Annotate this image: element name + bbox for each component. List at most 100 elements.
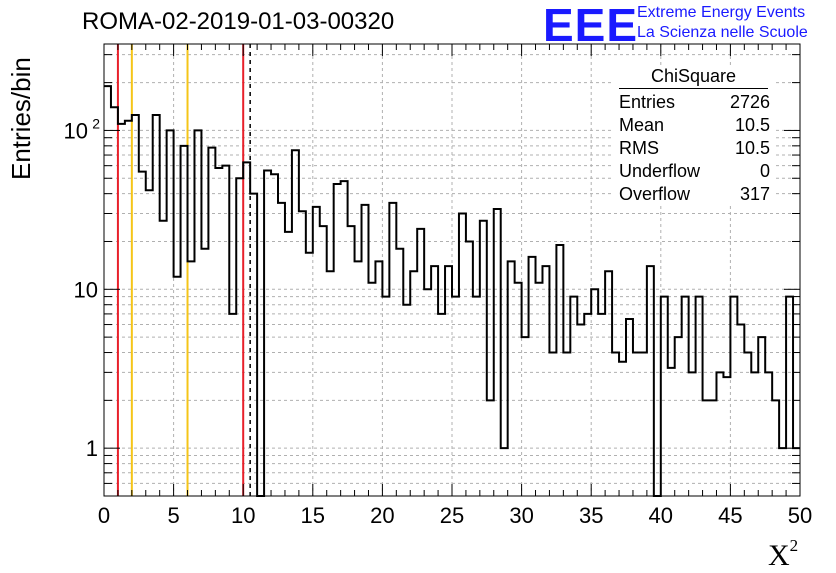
histogram-bin bbox=[104, 86, 111, 496]
stats-label: Entries bbox=[619, 92, 676, 112]
stats-value: 0 bbox=[759, 161, 770, 181]
histogram-bin bbox=[556, 245, 563, 496]
y-axis-label: Entries/bin bbox=[6, 57, 36, 180]
histogram-bin bbox=[570, 297, 577, 496]
histogram-bin bbox=[278, 203, 285, 496]
y-tick-label: 10 bbox=[74, 277, 98, 302]
stats-value: 317 bbox=[739, 184, 770, 204]
x-tick-label: 10 bbox=[231, 503, 255, 528]
logo-text-line1: Extreme Energy Events bbox=[637, 4, 806, 21]
histogram-bin bbox=[341, 181, 348, 496]
histogram-bin bbox=[194, 130, 201, 496]
stats-row-underflow: Underflow 0 bbox=[611, 160, 776, 183]
x-axis-label-exponent: 2 bbox=[789, 536, 799, 555]
histogram-bin bbox=[452, 297, 459, 496]
histogram-bin bbox=[292, 150, 299, 496]
histogram-bin bbox=[710, 400, 717, 496]
histogram-bin bbox=[716, 372, 723, 496]
histogram-bin bbox=[139, 172, 146, 496]
stats-row-entries: Entries 2726 bbox=[611, 91, 776, 114]
histogram-bin bbox=[723, 377, 730, 496]
histogram-bin bbox=[522, 337, 529, 496]
histogram-bin bbox=[612, 353, 619, 496]
histogram-bin bbox=[181, 146, 188, 496]
histogram-bin bbox=[111, 107, 118, 496]
histogram-bin bbox=[577, 325, 584, 496]
histogram-bin bbox=[633, 353, 640, 496]
histogram-bin bbox=[236, 178, 243, 496]
stats-value: 10.5 bbox=[734, 115, 770, 135]
x-tick-label: 5 bbox=[167, 503, 179, 528]
histogram-bin bbox=[682, 297, 689, 496]
y-tick-label: 10 bbox=[64, 118, 88, 143]
chart-title: ROMA-02-2019-01-03-00320 bbox=[82, 8, 395, 35]
histogram-bin bbox=[396, 249, 403, 496]
histogram-bin bbox=[786, 297, 793, 496]
logo-text-line2: La Scienza nelle Scuole bbox=[637, 24, 808, 41]
histogram-bin bbox=[668, 368, 675, 496]
stats-row-rms: RMS 10.5 bbox=[611, 137, 776, 160]
stats-label: Mean bbox=[619, 115, 665, 135]
histogram-bin bbox=[744, 353, 751, 496]
x-axis-label: X2 bbox=[768, 536, 798, 573]
histogram-bin bbox=[362, 205, 369, 496]
histogram-bin bbox=[438, 314, 445, 496]
histogram-bin bbox=[487, 400, 494, 496]
histogram-outline bbox=[104, 85, 800, 497]
x-tick-label: 45 bbox=[718, 503, 742, 528]
histogram-bin bbox=[222, 166, 229, 496]
histogram-bin bbox=[208, 148, 215, 496]
histogram-bin bbox=[737, 325, 744, 496]
histogram-bin bbox=[424, 289, 431, 496]
x-tick-label: 50 bbox=[788, 503, 812, 528]
histogram-bin bbox=[598, 314, 605, 496]
histogram-bin bbox=[473, 297, 480, 496]
histogram-bin bbox=[515, 283, 522, 496]
histogram-bin bbox=[730, 297, 737, 496]
histogram-bin bbox=[765, 372, 772, 496]
histogram-bin bbox=[640, 353, 647, 496]
histogram-bin bbox=[250, 194, 257, 496]
histogram-bin bbox=[146, 190, 153, 496]
histogram-bin bbox=[188, 261, 195, 496]
histogram-bin bbox=[751, 372, 758, 496]
histogram-bin bbox=[382, 297, 389, 496]
histogram-bin bbox=[132, 115, 139, 496]
histogram-bin bbox=[605, 271, 612, 496]
histogram-bin bbox=[389, 203, 396, 496]
histogram-bin bbox=[160, 221, 167, 496]
histogram-bin bbox=[375, 261, 382, 496]
histogram-bin bbox=[313, 207, 320, 496]
x-tick-label: 15 bbox=[301, 503, 325, 528]
histogram-bin bbox=[591, 289, 598, 496]
histogram-bin bbox=[459, 214, 466, 496]
histogram-bin bbox=[779, 448, 786, 496]
histogram-bin bbox=[675, 337, 682, 496]
x-axis-label-base: X bbox=[768, 539, 790, 572]
histogram-bin bbox=[501, 448, 508, 496]
eee-logo: EEE bbox=[543, 0, 639, 51]
stats-label: Overflow bbox=[619, 184, 691, 204]
histogram-bin bbox=[271, 174, 278, 496]
histogram-bin bbox=[494, 209, 501, 496]
histogram-bin bbox=[466, 241, 473, 496]
stats-row-mean: Mean 10.5 bbox=[611, 114, 776, 137]
y-tick-label-exponent: 2 bbox=[92, 115, 100, 131]
histogram-bin bbox=[647, 266, 654, 496]
x-tick-label: 0 bbox=[98, 503, 110, 528]
x-tick-label: 35 bbox=[579, 503, 603, 528]
histogram-bin bbox=[584, 314, 591, 496]
stats-value: 2726 bbox=[729, 92, 770, 112]
stats-value: 10.5 bbox=[734, 138, 770, 158]
x-tick-label: 30 bbox=[509, 503, 533, 528]
y-tick-label: 1 bbox=[86, 436, 98, 461]
stats-title: ChiSquare bbox=[619, 66, 768, 89]
histogram-bin bbox=[153, 115, 160, 496]
histogram-bin bbox=[703, 400, 710, 496]
stats-label: RMS bbox=[619, 138, 659, 158]
histogram-bin bbox=[167, 130, 174, 496]
histogram-bin bbox=[696, 297, 703, 496]
histogram-bin bbox=[299, 211, 306, 496]
